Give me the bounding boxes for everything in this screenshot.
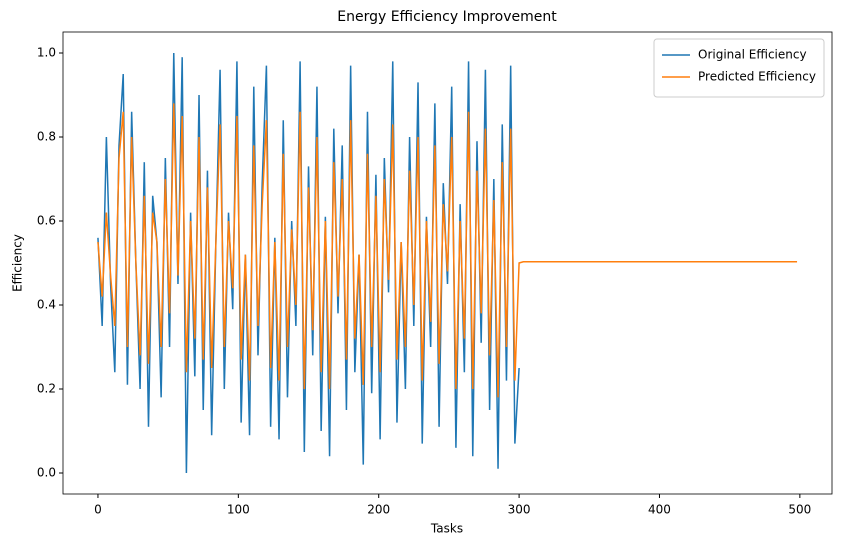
plot-frame	[62, 31, 833, 495]
chart-title: Energy Efficiency Improvement	[337, 9, 557, 25]
x-tick-label: 0	[94, 503, 102, 517]
legend-label: Predicted Efficiency	[698, 70, 816, 84]
y-tick-label: 1.0	[37, 46, 56, 60]
x-axis-label: Tasks	[430, 522, 463, 536]
x-tick-label: 200	[367, 503, 390, 517]
y-axis-label: Efficiency	[11, 234, 25, 292]
legend-box	[653, 38, 825, 98]
y-tick-label: 0.2	[37, 382, 56, 396]
x-tick-label: 400	[648, 503, 671, 517]
y-tick-label: 0.6	[37, 214, 56, 228]
series-line	[97, 103, 798, 398]
x-tick-label: 500	[788, 503, 811, 517]
y-tick-label: 0.0	[37, 466, 56, 480]
y-tick-label: 0.8	[37, 130, 56, 144]
x-tick-label: 100	[227, 503, 250, 517]
series-line	[97, 52, 520, 474]
legend-label: Original Efficiency	[698, 48, 807, 62]
x-tick-label: 300	[508, 503, 531, 517]
y-tick-label: 0.4	[37, 298, 56, 312]
